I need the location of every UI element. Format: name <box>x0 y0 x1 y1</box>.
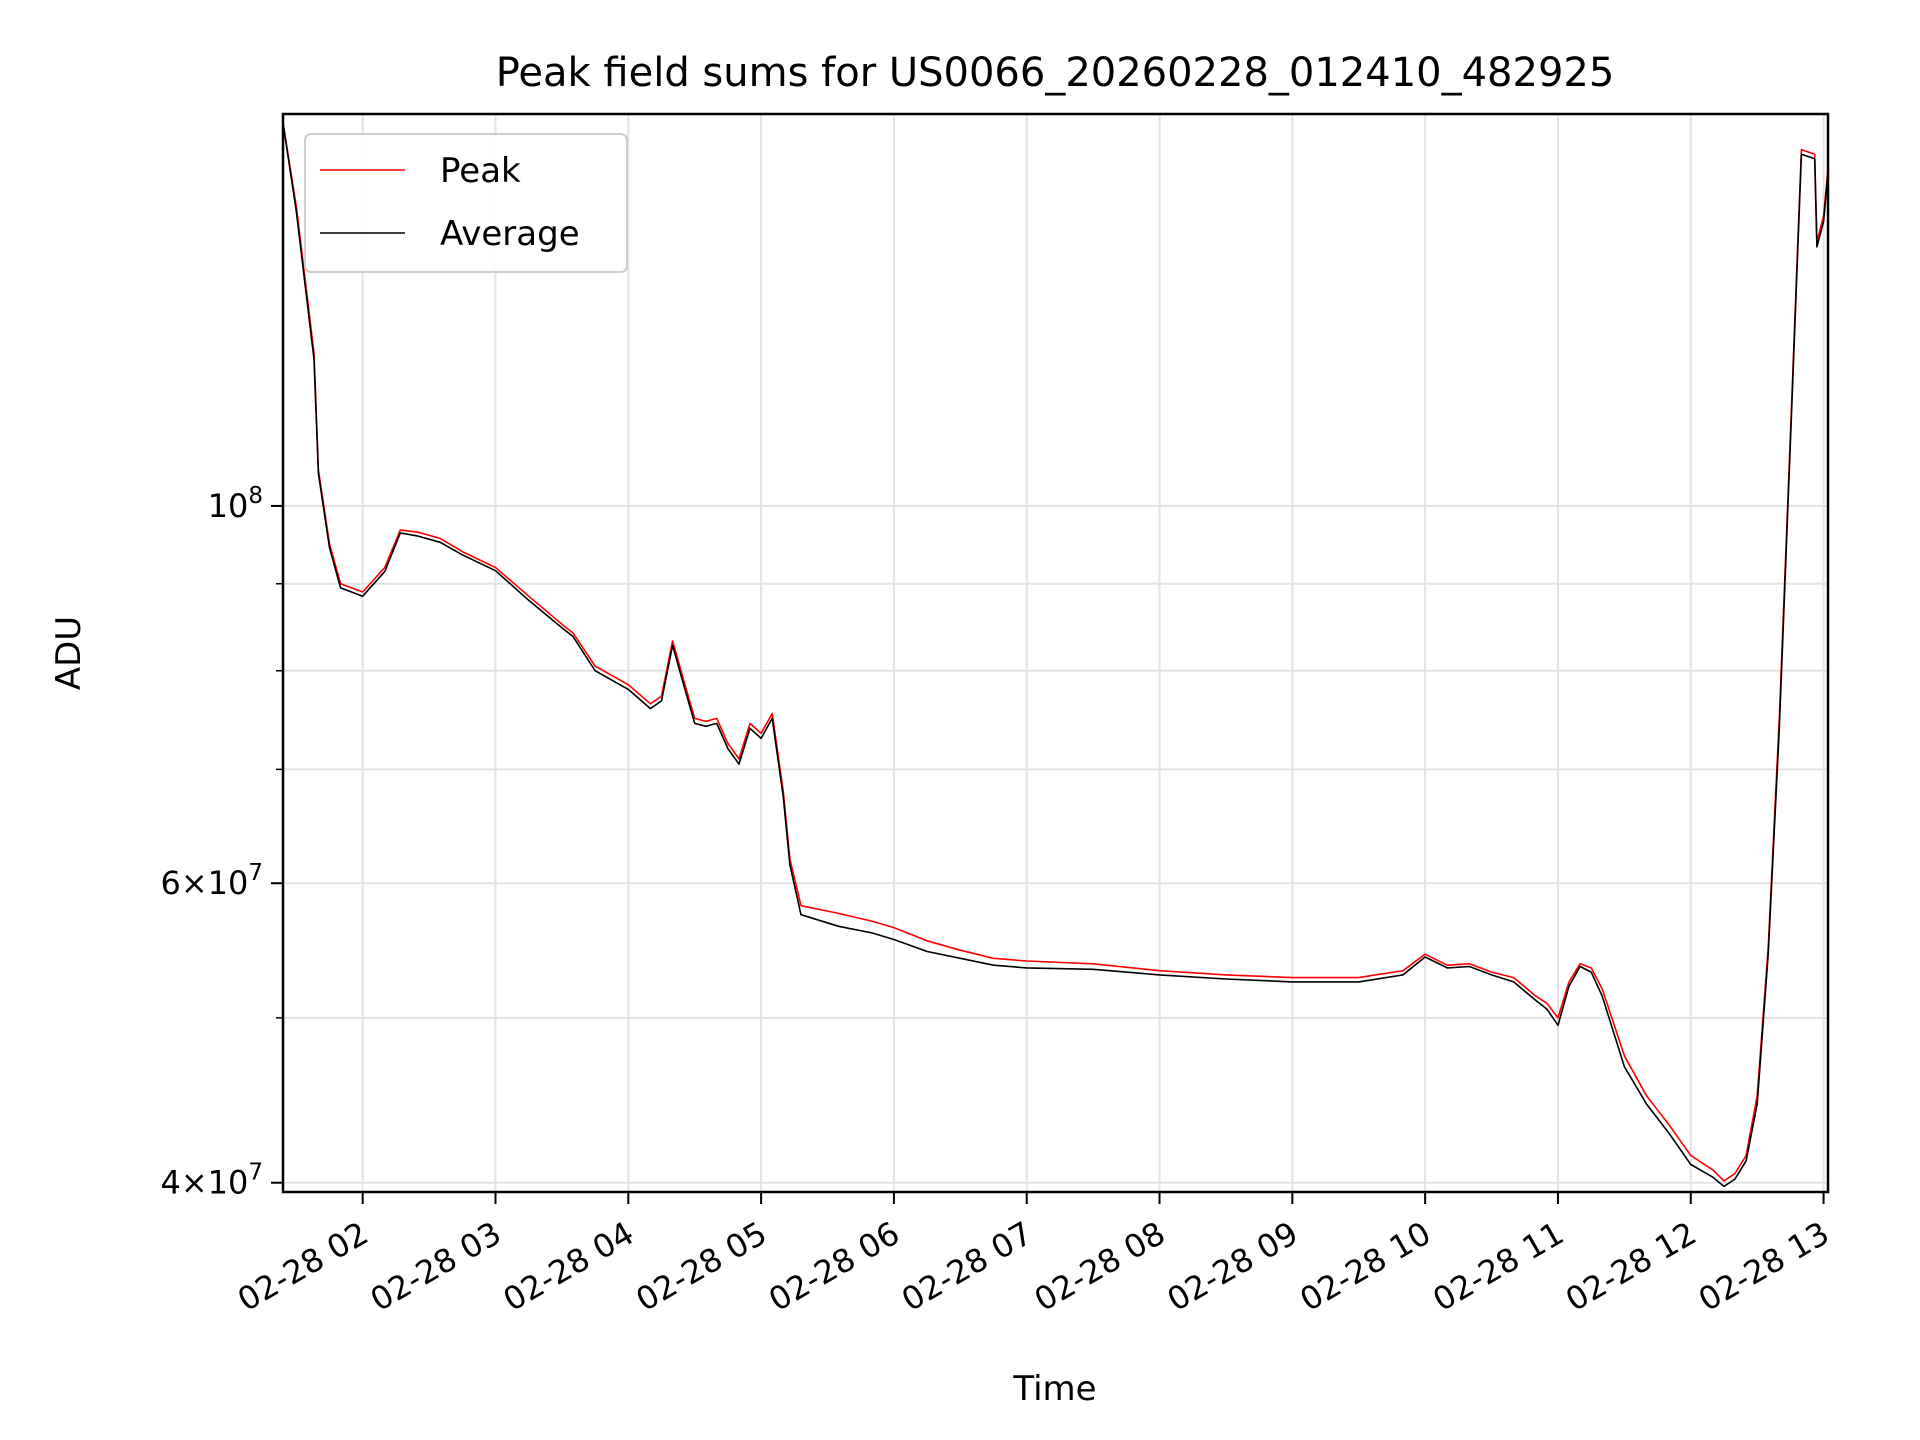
series-line-peak <box>282 122 1829 1182</box>
legend: Peak Average <box>304 133 628 273</box>
y-tick-label: 108 <box>208 483 263 525</box>
x-axis-label: Time <box>1012 1369 1096 1409</box>
legend-box <box>304 133 628 273</box>
plot-frame <box>281 112 1830 1194</box>
chart-title: Peak field sums for US0066_20260228_0124… <box>496 50 1615 96</box>
y-tick-label: 6×107 <box>160 860 263 902</box>
legend-average-label: Average <box>440 214 580 254</box>
series-line-average <box>282 122 1829 1188</box>
grid <box>283 114 1828 1192</box>
series-layer <box>282 122 1829 1188</box>
legend-peak-label: Peak <box>440 151 521 191</box>
y-tick-label: 4×107 <box>160 1160 263 1202</box>
y-axis-label: ADU <box>49 616 89 690</box>
